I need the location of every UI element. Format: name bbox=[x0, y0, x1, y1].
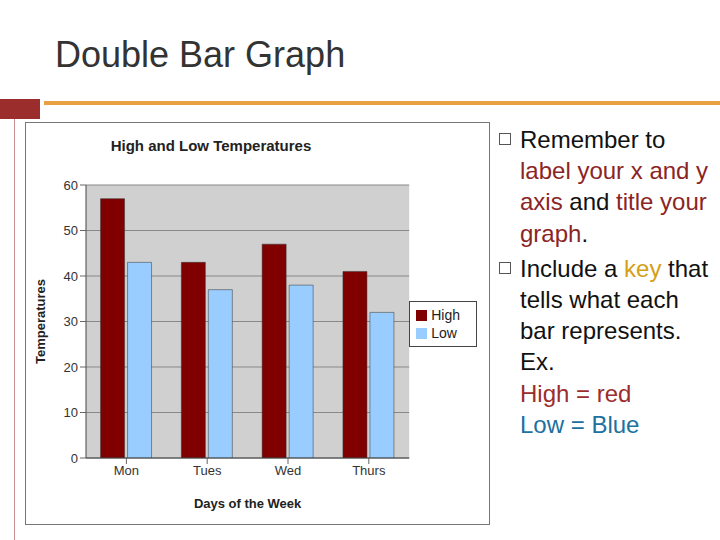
svg-text:10: 10 bbox=[64, 405, 78, 420]
html-text:High = red: High = red bbox=[520, 379, 632, 407]
svg-text:Thurs: Thurs bbox=[352, 463, 386, 478]
svg-text:Wed: Wed bbox=[275, 463, 302, 478]
html-text:Double Bar Graph: Double Bar Graph bbox=[55, 34, 346, 75]
svg-text:0: 0 bbox=[71, 451, 78, 466]
html-text:High: High bbox=[431, 306, 460, 323]
svg-text:Tues: Tues bbox=[193, 463, 222, 478]
html-text:Remember to: Remember to bbox=[520, 126, 666, 153]
svg-text:Temperatures: Temperatures bbox=[33, 279, 48, 364]
html-text:Low: Low bbox=[431, 324, 457, 341]
html-text:Include a key that tells what: Include a key that tells what each bar r… bbox=[520, 254, 709, 376]
svg-text:Mon: Mon bbox=[114, 463, 139, 478]
svg-text:Days of the Week: Days of the Week bbox=[194, 496, 302, 511]
svg-text:30: 30 bbox=[64, 314, 78, 329]
svg-text:50: 50 bbox=[64, 223, 78, 238]
svg-text:40: 40 bbox=[64, 269, 78, 284]
html-text:High and Low Temperatures: High and Low Temperatures bbox=[110, 137, 312, 154]
svg-text:20: 20 bbox=[64, 360, 78, 375]
html-text:Low = Blue: Low = Blue bbox=[520, 410, 640, 438]
svg-text:60: 60 bbox=[64, 178, 78, 193]
html-text:label your x and y axis and ti: label your x and y axis and title your g… bbox=[520, 157, 709, 247]
